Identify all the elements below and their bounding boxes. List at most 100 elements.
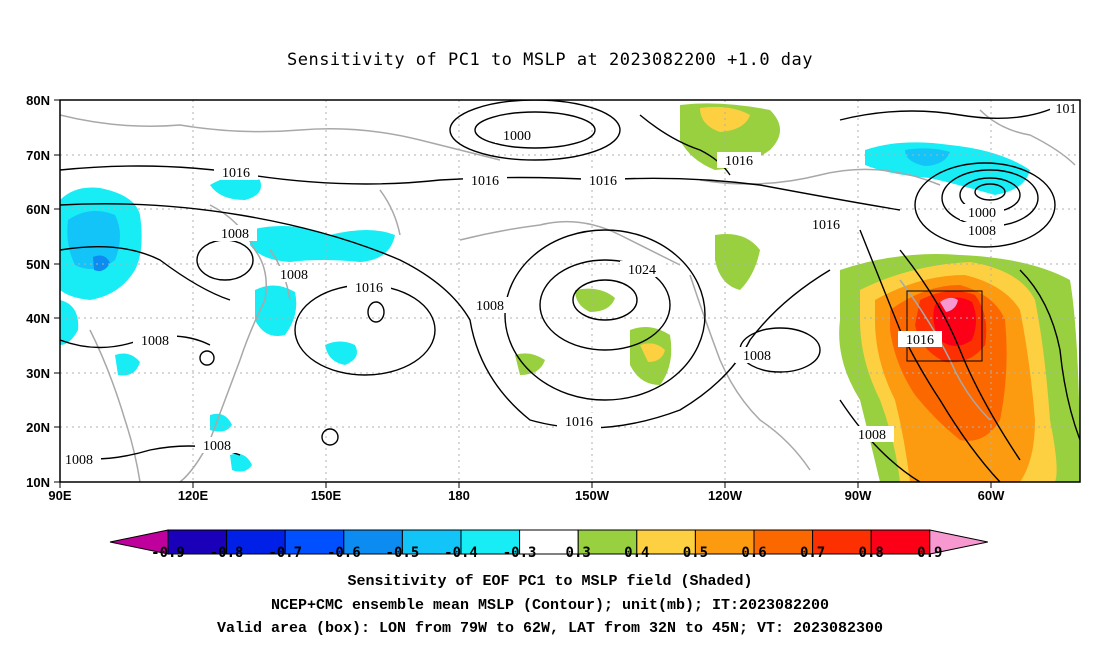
- colorbar-tick-label: -0.4: [444, 545, 478, 561]
- lat-label: 20N: [26, 420, 50, 435]
- colorbar-swatch: [812, 529, 872, 555]
- colorbar-tick-label: -0.7: [268, 545, 302, 561]
- svg-text:1016: 1016: [725, 154, 753, 169]
- colorbar-tick-label: 0.7: [800, 545, 825, 561]
- contour-label: 1008: [213, 225, 257, 242]
- contour-high-1016-wpac: [294, 284, 436, 376]
- contour-high-1024: [572, 279, 638, 321]
- coast-greenland: [979, 109, 1076, 166]
- caption-shading: Sensitivity of EOF PC1 to MSLP field (Sh…: [347, 573, 753, 590]
- svg-text:1008: 1008: [203, 439, 231, 454]
- colorbar-swatch: [753, 529, 814, 555]
- svg-text:1008: 1008: [280, 268, 308, 283]
- colorbar-tick-label: 0.8: [859, 545, 884, 561]
- colorbar-tick-label: 0.6: [741, 545, 766, 561]
- coast-kamchatka: [379, 189, 401, 236]
- contour-low-1000-outer: [449, 100, 621, 161]
- colorbar-swatch: [226, 529, 286, 555]
- contour-1008-sw: [839, 399, 921, 482]
- coast-siberia: [60, 114, 501, 161]
- neg-area-west-asia-core: [67, 211, 120, 269]
- coast-canada: [699, 168, 941, 186]
- pos-area-npac-3: [515, 353, 545, 375]
- colorbar-tick-label: 0.4: [624, 545, 649, 561]
- coast-alaska: [459, 220, 681, 266]
- lat-label: 80N: [26, 93, 50, 108]
- contour-label: 1016: [463, 172, 507, 189]
- contour-low-1000: [474, 111, 596, 149]
- pos-area-rockies: [715, 234, 760, 290]
- axis-ticks: [54, 99, 992, 488]
- colorbar: [109, 529, 988, 555]
- neg-area-pacific-small: [325, 341, 358, 365]
- contour-label: 1008: [850, 426, 894, 443]
- lat-label: 30N: [26, 366, 50, 381]
- lon-label: 90W: [845, 488, 872, 503]
- pos-area-npac-2-core: [640, 343, 665, 362]
- svg-text:1008: 1008: [65, 453, 93, 468]
- coast-india: [89, 329, 141, 482]
- colorbar-swatch: [870, 529, 931, 555]
- coast-eastus: [899, 279, 991, 421]
- contour-label: 1016: [717, 152, 761, 169]
- svg-text:1016: 1016: [565, 415, 593, 430]
- colorbar-tick-labels: -0.9 -0.8 -0.7 -0.6 -0.5 -0.4 -0.3 0.3 0.4 0.5 0.6…: [151, 545, 942, 561]
- lon-label: 90E: [48, 488, 71, 503]
- contour-high-1020: [539, 259, 671, 351]
- contour-1008-atl: [1019, 269, 1080, 441]
- contour-1008-west: [60, 245, 231, 301]
- valid-area-box: [906, 290, 983, 362]
- svg-text:1024: 1024: [628, 263, 656, 278]
- lat-label: 10N: [26, 475, 50, 490]
- contour-label: 1024: [620, 261, 664, 278]
- svg-text:1000: 1000: [968, 206, 996, 221]
- contour-high-1016: [504, 229, 706, 401]
- svg-text:1016: 1016: [812, 218, 840, 233]
- coast-westus: [689, 274, 811, 471]
- lon-label: 150E: [311, 488, 342, 503]
- neg-area-central-asia: [210, 176, 261, 200]
- svg-text:1000: 1000: [503, 129, 531, 144]
- contour-label: 1008: [468, 297, 512, 314]
- contour-label: 1016: [214, 164, 258, 181]
- lat-label: 40N: [26, 311, 50, 326]
- contour-arctic: [839, 104, 1061, 121]
- svg-text:1016: 1016: [355, 281, 383, 296]
- lon-label: 150W: [575, 488, 610, 503]
- colorbar-swatch: [636, 529, 696, 555]
- pos-area-npac: [575, 288, 615, 312]
- lat-label: 70N: [26, 148, 50, 163]
- pos-area-eastus-crimson: [933, 297, 976, 346]
- contour-label: 1016: [347, 279, 391, 296]
- contour-label: 101: [1050, 100, 1080, 117]
- contour-label: 1016: [557, 413, 601, 430]
- colorbar-swatch: [343, 529, 403, 555]
- svg-text:1008: 1008: [743, 349, 771, 364]
- svg-text:1008: 1008: [968, 224, 996, 239]
- colorbar-tick-label: -0.3: [503, 545, 537, 561]
- colorbar-swatch: [519, 529, 579, 555]
- contour-label: 1016: [804, 216, 848, 233]
- svg-text:1008: 1008: [141, 334, 169, 349]
- contour-label: 1008: [735, 347, 779, 364]
- lon-label: 120E: [178, 488, 209, 503]
- neg-area-sea: [230, 453, 252, 472]
- neg-area-greenland-core: [905, 148, 950, 166]
- lat-labels: 80N 70N 60N 50N 40N 30N 20N 10N: [26, 93, 50, 490]
- pos-area-eastus-pink: [940, 297, 958, 312]
- neg-area-japan: [255, 285, 297, 336]
- neg-area-west-asia-deep: [93, 255, 110, 272]
- neg-area-china-east: [250, 226, 395, 262]
- contour-label: 1016: [581, 172, 625, 189]
- svg-text:1016: 1016: [222, 166, 250, 181]
- contour-small-2: [367, 301, 385, 323]
- contour-1016-eastus: [859, 229, 1001, 482]
- colorbar-right-arrow: [929, 529, 988, 555]
- map-title: Sensitivity of PC1 to MSLP at 2023082200…: [286, 50, 813, 70]
- lon-label: 120W: [708, 488, 743, 503]
- colorbar-swatch: [577, 529, 638, 555]
- colorbar-swatch: [460, 529, 521, 555]
- contour-label: 1008: [133, 332, 177, 349]
- neg-area-philippines: [210, 413, 232, 432]
